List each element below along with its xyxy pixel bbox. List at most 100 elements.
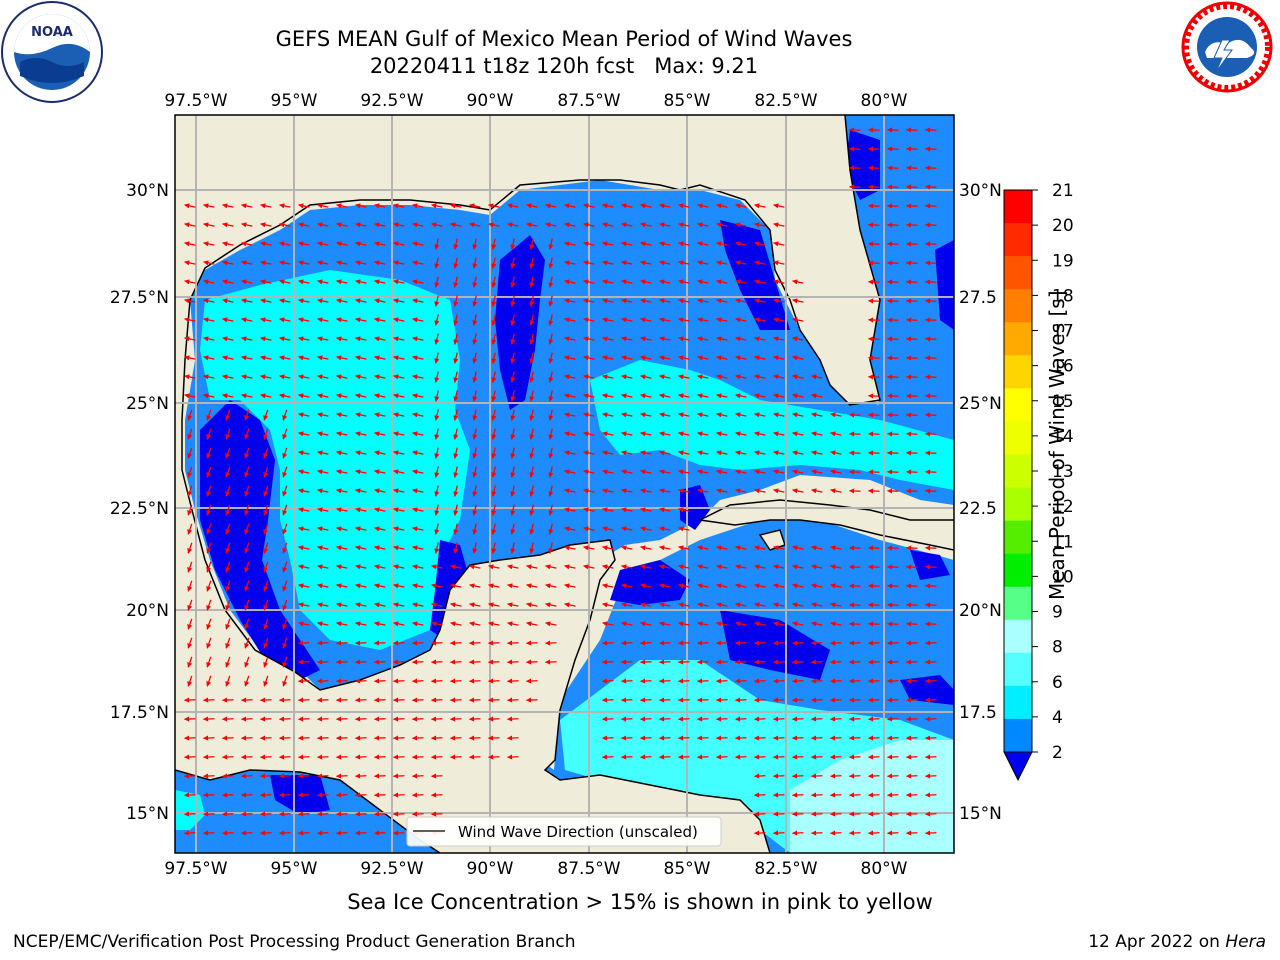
wind-wave-arrow <box>241 374 253 380</box>
wind-wave-arrow <box>374 317 386 323</box>
wind-wave-arrow <box>184 317 196 323</box>
wind-wave-arrow <box>393 507 405 513</box>
wind-wave-arrow <box>222 374 234 380</box>
wind-wave-arrow <box>491 409 497 421</box>
wind-wave-arrow <box>298 355 310 361</box>
wind-wave-arrow <box>317 564 329 570</box>
wind-wave-arrow <box>278 792 291 798</box>
wind-wave-arrow <box>244 447 250 459</box>
wind-wave-arrow <box>354 735 367 741</box>
wind-wave-arrow <box>354 659 367 665</box>
map-area <box>175 115 954 853</box>
wind-wave-arrow <box>905 640 918 646</box>
wind-wave-arrow <box>336 545 348 551</box>
wind-wave-arrow <box>564 336 576 342</box>
wind-wave-arrow <box>545 602 557 608</box>
wind-wave-arrow <box>564 507 576 513</box>
wind-wave-arrow <box>526 203 538 209</box>
wind-wave-arrow <box>905 583 918 589</box>
wind-wave-arrow <box>225 447 231 459</box>
wind-wave-arrow <box>488 583 500 589</box>
wind-wave-arrow <box>848 735 861 741</box>
wind-wave-arrow <box>453 485 459 497</box>
wind-wave-arrow <box>336 602 348 608</box>
wind-wave-arrow <box>791 773 804 779</box>
wind-wave-arrow <box>640 260 652 266</box>
wind-wave-arrow <box>260 355 272 361</box>
wind-wave-arrow <box>336 488 348 494</box>
wind-wave-arrow <box>716 450 728 456</box>
wind-wave-arrow <box>431 602 443 608</box>
wind-wave-arrow <box>373 811 386 817</box>
wind-wave-arrow <box>317 431 329 437</box>
wind-wave-arrow <box>472 333 478 345</box>
wind-wave-arrow <box>203 298 215 304</box>
wind-wave-arrow <box>225 580 231 592</box>
wind-wave-arrow <box>510 352 516 364</box>
wind-wave-arrow <box>297 640 310 646</box>
wind-wave-arrow <box>393 602 405 608</box>
wind-wave-arrow <box>639 659 652 665</box>
lon-tick-top: 97.5°W <box>164 91 227 111</box>
colorbar-tick-label: 18 <box>1052 286 1074 306</box>
wind-wave-arrow <box>393 260 405 266</box>
wind-wave-arrow <box>810 773 823 779</box>
wind-wave-arrow <box>221 773 234 779</box>
wind-wave-arrow <box>529 276 535 288</box>
wind-wave-arrow <box>282 656 288 668</box>
wind-wave-arrow <box>811 583 823 589</box>
wind-wave-arrow <box>867 222 880 228</box>
wind-wave-arrow <box>772 811 785 817</box>
wind-wave-arrow <box>373 659 386 665</box>
wind-wave-arrow <box>187 447 193 459</box>
wind-wave-arrow <box>412 564 424 570</box>
wind-wave-arrow <box>411 754 424 760</box>
wind-wave-arrow <box>206 561 212 573</box>
wind-wave-arrow <box>735 241 747 247</box>
wind-wave-arrow <box>241 222 253 228</box>
wind-wave-arrow <box>184 279 196 285</box>
lat-tick-right: 25°N <box>959 394 1002 414</box>
wind-wave-arrow <box>336 564 348 570</box>
wind-wave-arrow <box>886 431 899 437</box>
wind-wave-arrow <box>225 637 231 649</box>
wind-wave-arrow <box>924 735 937 741</box>
wind-wave-arrow <box>753 716 766 722</box>
wind-wave-arrow <box>355 374 367 380</box>
wind-wave-arrow <box>810 811 823 817</box>
colorbar-tick-label: 10 <box>1052 567 1074 587</box>
colorbar-tick-label: 4 <box>1052 708 1063 728</box>
wind-wave-arrow <box>412 602 424 608</box>
wind-wave-arrow <box>206 675 212 687</box>
wind-wave-arrow <box>472 352 478 364</box>
wind-wave-arrow <box>336 526 348 532</box>
wind-wave-arrow <box>244 637 250 649</box>
wind-wave-arrow <box>792 602 804 608</box>
wind-wave-arrow <box>412 279 424 285</box>
wind-wave-arrow <box>886 697 899 703</box>
wind-wave-arrow <box>355 450 367 456</box>
wind-wave-arrow <box>811 602 823 608</box>
wind-wave-arrow <box>488 203 500 209</box>
wind-wave-arrow <box>867 564 880 570</box>
wind-wave-arrow <box>263 675 269 687</box>
wind-wave-arrow <box>791 811 804 817</box>
wind-wave-arrow <box>734 659 747 665</box>
wind-wave-arrow <box>548 504 554 516</box>
wind-wave-arrow <box>450 621 462 627</box>
wind-wave-arrow <box>715 678 728 684</box>
wind-wave-arrow <box>222 279 234 285</box>
wind-wave-arrow <box>529 314 535 326</box>
wind-wave-arrow <box>412 545 424 551</box>
wind-wave-arrow <box>411 773 424 779</box>
wind-wave-arrow <box>434 390 440 402</box>
wind-wave-arrow <box>639 697 652 703</box>
wind-wave-arrow <box>602 279 614 285</box>
wind-wave-arrow <box>434 542 440 554</box>
wind-wave-arrow <box>472 447 478 459</box>
wind-wave-arrow <box>260 298 272 304</box>
wind-wave-arrow <box>472 257 478 269</box>
wind-wave-arrow <box>453 371 459 383</box>
wind-wave-arrow <box>659 431 671 437</box>
wind-wave-arrow <box>282 409 288 421</box>
